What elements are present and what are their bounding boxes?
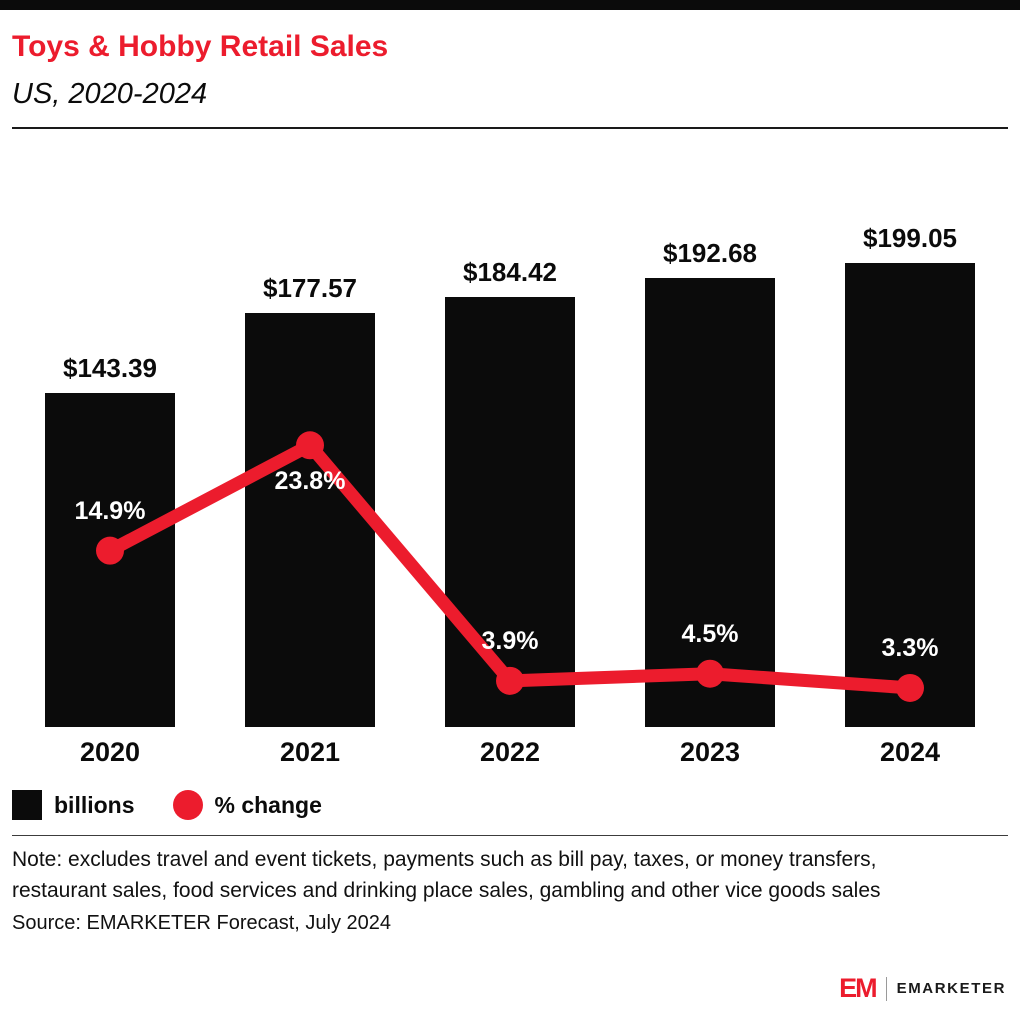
x-axis-label: 2022 [479,737,541,767]
chart-subtitle: US, 2020-2024 [12,78,208,110]
x-axis-label: 2024 [879,737,941,767]
pct-change-label: 23.8% [274,467,346,496]
pct-change-label: 3.9% [481,626,539,655]
note-divider [12,835,1008,836]
bar-2024 [845,263,975,727]
chart-area: $143.39 $177.57 $184.42 $192.68 $199.05 14.9%… [0,147,1020,775]
chart-title: Toys & Hobby Retail Sales [12,30,389,63]
line-point [296,431,324,460]
legend-label-bars: billions [54,791,135,818]
emarketer-logo-icon: EM [839,973,877,1003]
bar-2022 [445,297,575,727]
line-point [696,659,724,688]
legend-label-line: % change [214,791,322,818]
bar-2021 [245,313,375,727]
bar-value-label: $177.57 [263,273,357,304]
x-axis: 2020 2021 2022 2023 2024 [0,727,1020,775]
x-axis-label: 2023 [679,737,741,767]
line-point [496,666,524,695]
line-point [896,673,924,702]
pct-change-label: 4.5% [681,619,739,648]
x-axis-label: 2020 [79,737,141,767]
legend-swatch-line [172,790,203,820]
source-text: Source: EMARKETER Forecast, July 2024 [12,912,392,934]
bar-value-label: $184.42 [463,257,557,288]
footer: EM EMARKETER [839,973,1006,1004]
bar-value-label: $192.68 [663,238,757,269]
brand-name: EMARKETER [896,980,1006,997]
bar-2023 [645,278,775,727]
header-divider [12,127,1008,129]
line-point [96,536,124,565]
top-accent-bar [0,0,1020,10]
pct-change-line [96,431,924,702]
chart-header: Toys & Hobby Retail Sales US, 2020-2024 [0,30,1020,111]
note-text: Note: excludes travel and event tickets,… [12,848,881,902]
logo-divider [885,976,887,1001]
pct-change-label: 3.3% [881,633,939,662]
legend-swatch-bars [12,790,42,820]
legend: billions % change [0,789,1020,821]
plot-area: $143.39 $177.57 $184.42 $192.68 $199.05 14.9%… [0,147,1020,727]
x-axis-label: 2021 [279,737,341,767]
pct-change-label: 14.9% [74,496,146,525]
bar-value-label: $199.05 [863,223,957,254]
bar-value-label: $143.39 [63,352,157,383]
